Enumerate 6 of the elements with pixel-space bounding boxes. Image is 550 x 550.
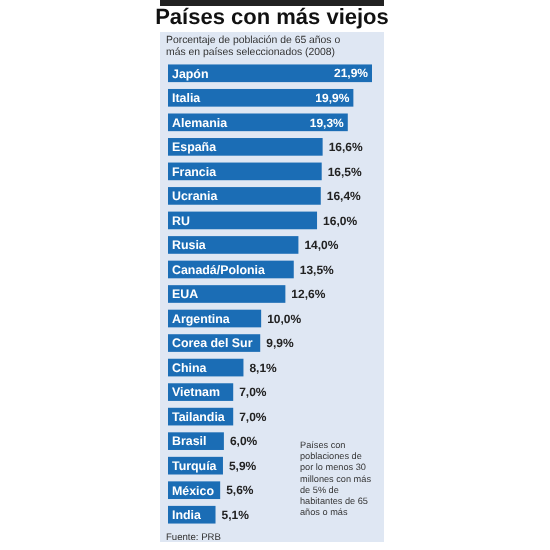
bar [168, 187, 321, 205]
bar [168, 236, 299, 254]
bar [168, 138, 323, 156]
chart-title: Países con más viejos [155, 6, 389, 30]
bar [168, 285, 286, 303]
bar [168, 211, 318, 230]
